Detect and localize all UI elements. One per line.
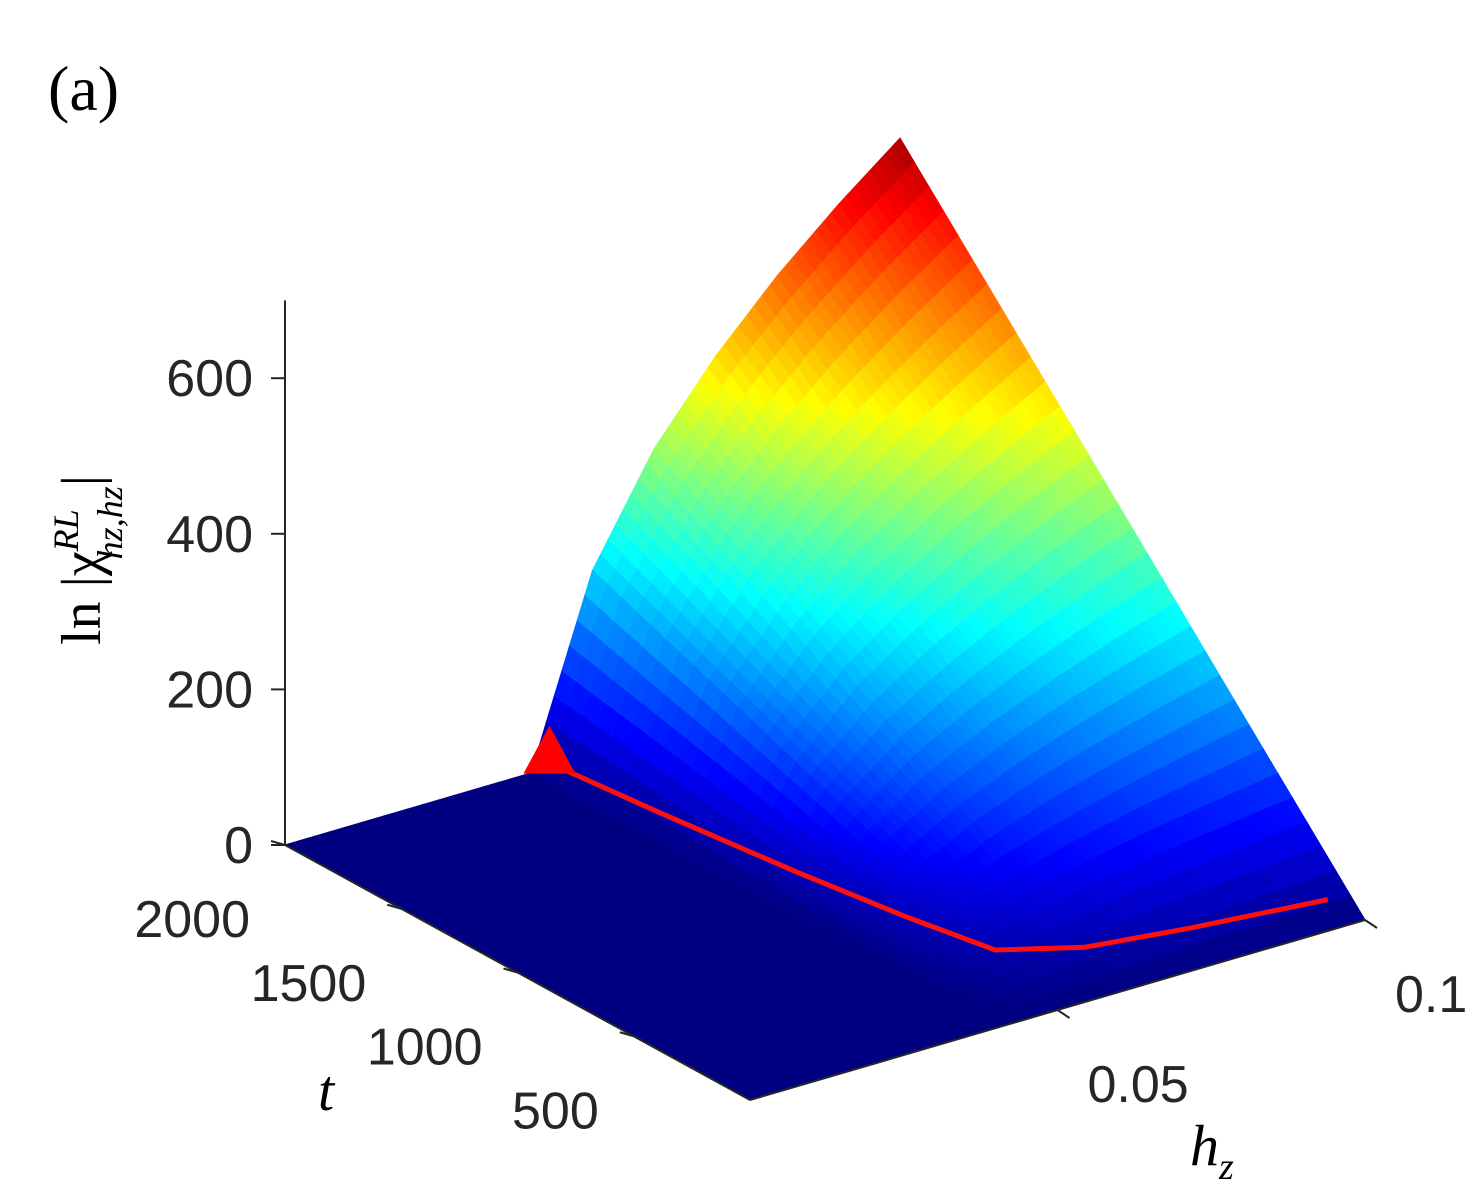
x-label-text: h	[1190, 1113, 1219, 1178]
x-axis-label: hz	[1190, 1113, 1234, 1188]
y-tick	[619, 1031, 635, 1038]
x-tick	[1364, 919, 1378, 929]
y-tick-label: 500	[512, 1082, 599, 1140]
surface	[283, 137, 1366, 1101]
y-axis-label: t	[318, 1058, 336, 1123]
z-tick-label: 200	[166, 661, 253, 719]
x-tick-label: 0.1	[1395, 966, 1467, 1024]
z-tick-label: 0	[224, 817, 253, 875]
x-tick-label: 0.05	[1088, 1056, 1189, 1114]
x-tick	[1056, 1009, 1071, 1019]
z-axis-label: ln |χRL hz,hz|	[46, 475, 130, 645]
y-tick	[270, 840, 286, 846]
z-tick-label: 400	[166, 506, 253, 564]
z-tick-label: 600	[166, 350, 253, 408]
threshold-line	[554, 763, 1329, 953]
marker	[523, 725, 576, 774]
y-tick-label: 2000	[134, 891, 250, 949]
y-tick	[386, 903, 402, 910]
z-label-close: |	[51, 475, 113, 486]
z-label-sub: hz,hz	[90, 486, 130, 559]
y-tick-label: 1500	[251, 955, 367, 1013]
y-tick	[503, 967, 518, 974]
z-label-sup: RL	[46, 509, 86, 552]
y-tick-label: 1000	[367, 1019, 483, 1077]
panel-label: (a)	[48, 53, 119, 124]
z-label-text: ln |χ	[51, 551, 113, 645]
x-label-sub: z	[1218, 1146, 1234, 1188]
